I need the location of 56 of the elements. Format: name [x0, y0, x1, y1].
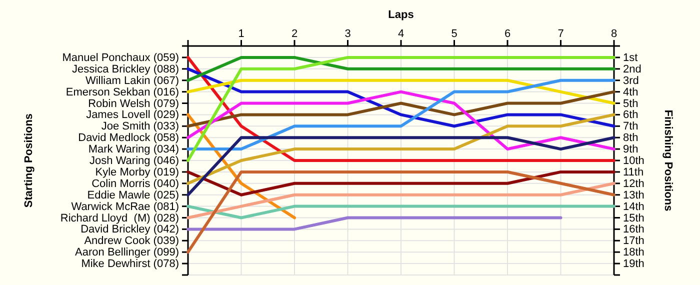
line-series	[186, 67, 616, 128]
text: David Medlock (058)	[78, 132, 179, 144]
text: Robin Welsh (079)	[88, 98, 179, 110]
y-tick-label: 8th	[623, 132, 638, 144]
text: Aaron Bellinger (099)	[75, 246, 179, 259]
text: Warwick McRae (081)	[71, 200, 179, 213]
text: Josh Waring (046)	[90, 155, 179, 168]
x-tick-label: 8	[610, 28, 618, 40]
y-tick-label: 6th	[623, 109, 638, 122]
y-tick-label: 18th	[623, 246, 644, 259]
y-tick-label: 15th	[623, 212, 644, 224]
text: Mike Dewhirst (078)	[81, 258, 179, 270]
text: Starting Positions	[23, 113, 35, 208]
text: Manuel Ponchaux (059)	[62, 52, 179, 64]
y-tick-label: 16th	[623, 224, 644, 236]
x-tick-label: 1	[238, 28, 244, 40]
line-series	[186, 113, 616, 185]
x-tick-label: 6	[504, 28, 511, 40]
y-tick-label: 5th	[623, 98, 638, 110]
text: William Lakin (067)	[85, 74, 179, 87]
line-series	[186, 78, 616, 151]
x-tick-label: 2	[291, 28, 298, 40]
line-series	[186, 90, 616, 151]
y-tick-label: 7th	[623, 120, 638, 133]
y-tick-label: 1st	[623, 52, 638, 64]
x-tick-label: 7	[558, 28, 564, 40]
x-tick-label: 5	[451, 28, 458, 40]
text: Richard Lloyd (M) (028)	[60, 212, 179, 224]
y-tick-label: 13th	[623, 189, 644, 202]
text: Joe Smith (033)	[101, 120, 179, 133]
text: Andrew Cook (039)	[84, 235, 179, 248]
text: David Brickley (042)	[80, 224, 179, 236]
y-axis-title: Finishing Positions	[662, 110, 674, 212]
text: Eddie Mawle (025)	[87, 189, 179, 202]
line-series	[186, 182, 616, 220]
y-tick-label: 14th	[623, 200, 644, 213]
x-tick-label: 3	[344, 28, 351, 40]
x-tick-label: 4	[398, 28, 404, 40]
y-tick-label: 4th	[623, 86, 638, 98]
text: Kyle Morby (019)	[95, 166, 179, 178]
text: Emerson Sekban (016)	[66, 86, 179, 98]
y-tick-label: 12th	[623, 178, 644, 190]
text: Jessica Brickley (088)	[72, 63, 179, 76]
y-tick-label: 17th	[623, 235, 644, 248]
y-tick-label: 11th	[623, 166, 644, 178]
y-tick-label: 10th	[623, 155, 644, 168]
line-series	[186, 90, 616, 128]
x-axis-title: Laps	[388, 9, 414, 21]
text: Colin Morris (040)	[92, 178, 179, 190]
text: James Lovell (029)	[86, 109, 179, 122]
y-tick-label: 2nd	[623, 63, 642, 76]
y-tick-label: 19th	[623, 258, 644, 270]
y-tick-label: 3rd	[623, 74, 639, 87]
y-tick-label: 9th	[623, 144, 638, 156]
line-series	[186, 170, 616, 254]
text: Mark Waring (034)	[88, 144, 179, 156]
